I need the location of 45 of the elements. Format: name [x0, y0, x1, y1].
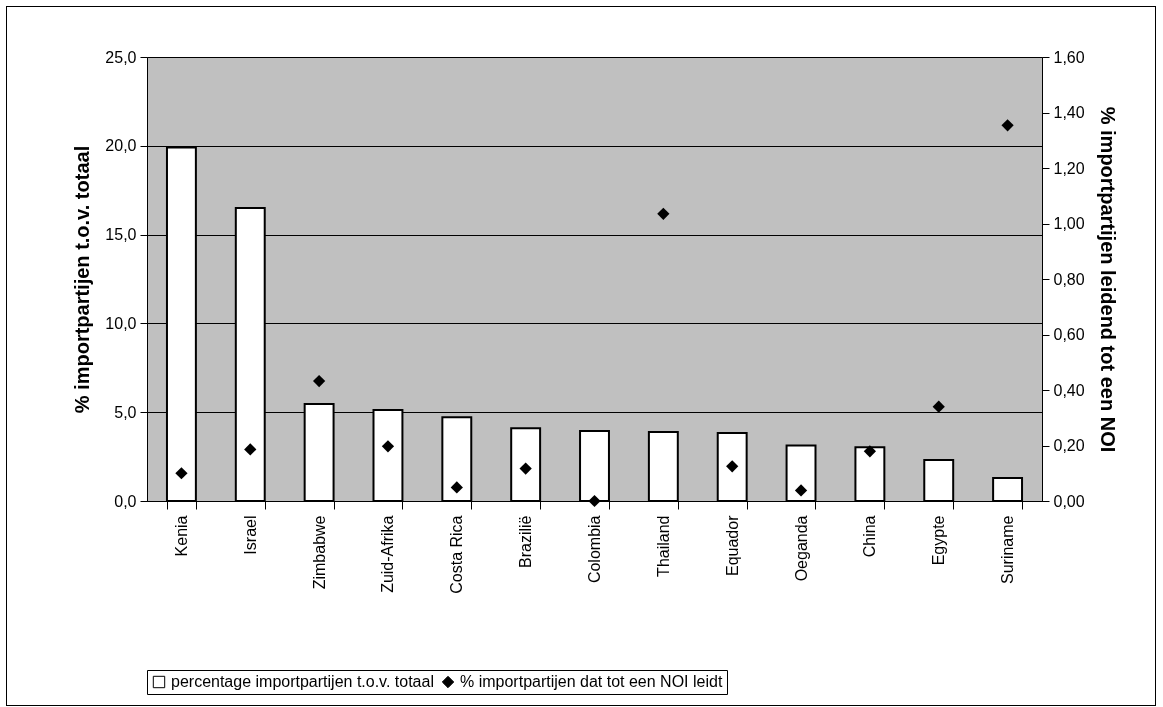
y2-tick-label: 0,60 — [1053, 326, 1085, 343]
x-tick-label: China — [861, 515, 879, 558]
point — [519, 462, 532, 475]
y2-tick-label: 1,40 — [1053, 104, 1085, 121]
x-tick-label: Suriname — [999, 515, 1017, 584]
point — [657, 207, 670, 220]
point — [863, 445, 877, 458]
x-tick-label: Zimbabwe — [310, 515, 328, 590]
point — [450, 481, 463, 494]
y-tick-label: 0,0 — [114, 492, 137, 510]
legend-label: % importpartijen dat tot een NOI leidt — [460, 673, 723, 690]
x-tick-label: Thailand — [654, 515, 672, 577]
y-tick-label: 5,0 — [114, 403, 137, 421]
x-tick-label: Kenia — [172, 515, 190, 557]
point — [175, 467, 188, 480]
y2-tick-label: 1,60 — [1053, 48, 1085, 66]
x-tick-label: Colombia — [586, 515, 603, 584]
y2-tick-label: 0,80 — [1053, 270, 1085, 288]
point — [588, 494, 601, 508]
x-tick-label: Equador — [723, 514, 741, 576]
y2-tick-label: 1,00 — [1053, 215, 1085, 232]
x-tick-label: Oeganda — [792, 515, 810, 582]
point — [381, 440, 395, 453]
legend-label: percentage importpartijen t.o.v. totaal — [171, 673, 434, 690]
y2-axis-title: % importpartijen leidend tot een NOI — [1096, 106, 1119, 453]
point — [312, 375, 326, 388]
y-tick-label: 20,0 — [105, 137, 137, 155]
x-tick-label: Zuid-Afrika — [379, 515, 397, 593]
y2-tick-label: 0,40 — [1053, 381, 1085, 399]
y2-tick-label: 0,20 — [1053, 437, 1085, 454]
point — [794, 484, 808, 497]
y2-tick-label: 1,20 — [1053, 159, 1085, 177]
point — [726, 460, 739, 473]
x-tick-label: Egypte — [930, 515, 948, 566]
x-tick-label: Brazilië — [517, 515, 535, 568]
point — [244, 443, 257, 456]
point — [932, 400, 945, 413]
y-axis-title: % importpartijen t.o.v. totaal — [71, 145, 94, 414]
y-tick-label: 15,0 — [105, 226, 137, 244]
x-tick-label: Israel — [241, 515, 259, 555]
y-tick-label: 25,0 — [105, 48, 137, 66]
y-tick-label: 10,0 — [105, 314, 137, 332]
x-tick-label: Costa Rica — [448, 515, 466, 594]
point — [1001, 119, 1014, 132]
y2-tick-label: 0,00 — [1053, 492, 1085, 510]
